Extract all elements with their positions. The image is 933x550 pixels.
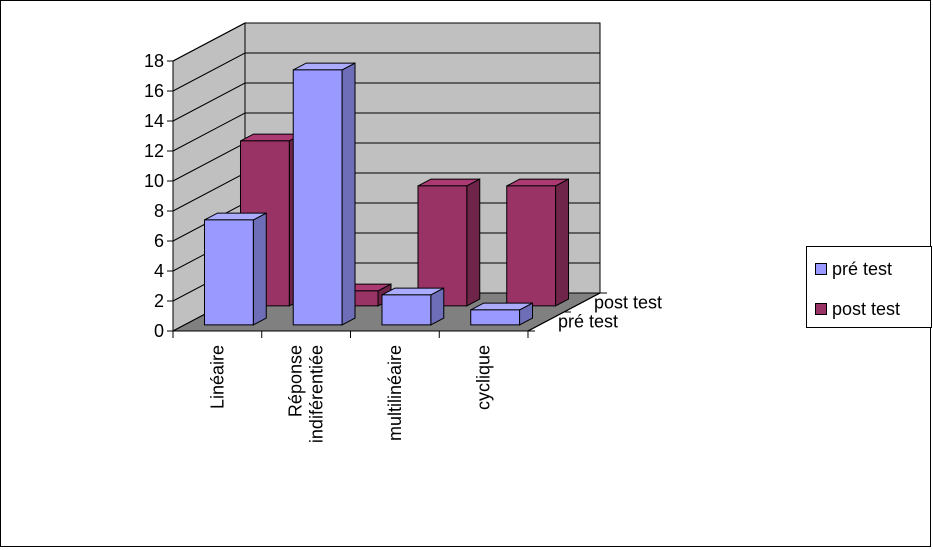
legend-item-pre-test: pré test: [815, 257, 892, 281]
gridline: [172, 112, 600, 152]
bar-post-test: [417, 185, 468, 307]
bar-pre-test-side: [252, 212, 267, 326]
x-label-reponse-indiferentiee: indiférentiée: [307, 345, 327, 443]
bar-post-test-side: [555, 178, 570, 307]
y-tick-label: 4: [154, 261, 164, 281]
x-label-lineaire: Linéaire: [207, 345, 227, 409]
bar-pre-test: [381, 294, 432, 326]
bar-pre-test: [203, 219, 254, 326]
x-label-reponse-indiferentiee: Réponse: [286, 345, 306, 417]
x-label-cyclique: cyclique: [474, 345, 494, 410]
y-tick-label: 8: [154, 201, 164, 221]
y-tick-label: 10: [144, 171, 164, 191]
y-tick-label: 12: [144, 141, 164, 161]
bar-pre-test: [470, 309, 521, 326]
y-tick-label: 16: [144, 81, 164, 101]
gridline: [172, 52, 600, 92]
depth-label: pré test: [558, 312, 618, 332]
legend-swatch-post-test: [815, 303, 827, 315]
gridline: [172, 82, 600, 122]
y-tick-label: 14: [144, 111, 164, 131]
y-tick-label: 6: [154, 231, 164, 251]
legend-label-pre-test: pré test: [832, 258, 893, 279]
x-label-multilineaire: multilinéaire: [385, 345, 405, 441]
legend-label-post-test: post test: [832, 298, 901, 319]
y-tick-label: 2: [154, 291, 164, 311]
bar-pre-test: [292, 69, 343, 326]
bar-post-test-side: [466, 178, 481, 307]
y-tick-label: 0: [154, 321, 164, 341]
legend: pré test post test: [806, 246, 932, 328]
gridline: [172, 22, 600, 62]
bar-pre-test-side: [341, 62, 356, 326]
legend-swatch-pre-test: [815, 263, 827, 275]
y-tick-label: 18: [144, 51, 164, 71]
depth-label: post test: [594, 293, 662, 313]
bar-post-test: [506, 185, 557, 307]
legend-item-post-test: post test: [815, 297, 900, 321]
